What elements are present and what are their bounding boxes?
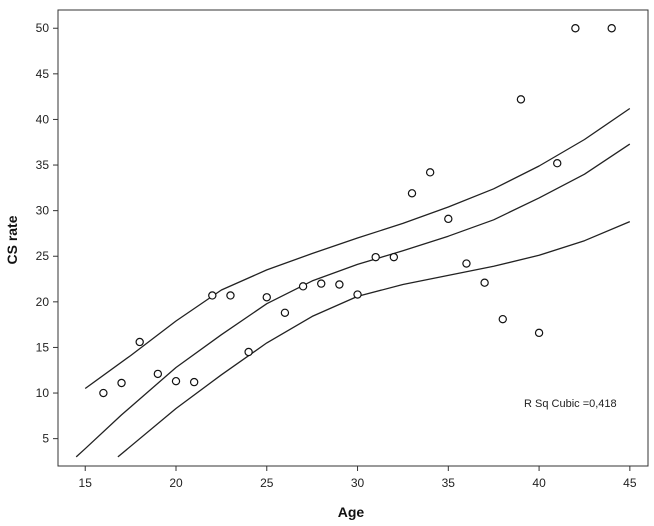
data-point xyxy=(171,376,181,386)
data-point xyxy=(135,337,144,347)
fit-curve xyxy=(84,107,631,390)
y-tick-label: 35 xyxy=(36,158,50,172)
y-tick-label: 10 xyxy=(36,386,50,400)
plot-area xyxy=(57,9,649,467)
data-point xyxy=(571,24,580,33)
y-axis: 5 10 15 20 25 30 35 40 45 50 xyxy=(36,21,58,446)
lower-bound-curve xyxy=(75,143,631,458)
data-point xyxy=(553,159,562,168)
y-tick-label: 40 xyxy=(36,112,50,126)
x-tick-label: 15 xyxy=(79,476,93,490)
data-point xyxy=(317,279,326,288)
data-point xyxy=(153,369,163,379)
data-point xyxy=(462,259,471,268)
data-point xyxy=(371,252,380,262)
y-tick-label: 5 xyxy=(42,432,49,446)
x-tick-label: 45 xyxy=(623,476,637,490)
data-point xyxy=(189,377,199,387)
x-tick-label: 25 xyxy=(260,476,274,490)
y-tick-label: 45 xyxy=(36,67,50,81)
data-point xyxy=(117,378,126,388)
data-point xyxy=(480,278,489,287)
upper-bound-curve xyxy=(117,221,631,458)
data-point xyxy=(262,293,271,302)
x-tick-label: 30 xyxy=(351,476,365,490)
y-tick-label: 20 xyxy=(36,295,50,309)
y-axis-title: CS rate xyxy=(4,215,20,264)
x-tick-label: 20 xyxy=(169,476,183,490)
data-point xyxy=(498,314,507,324)
data-point xyxy=(99,388,108,398)
r-squared-annotation: R Sq Cubic =0,418 xyxy=(524,398,617,410)
x-axis-title: Age xyxy=(338,504,365,520)
data-point xyxy=(226,291,235,300)
data-point xyxy=(444,214,453,224)
data-point xyxy=(516,95,526,104)
data-point xyxy=(407,189,417,198)
data-point xyxy=(335,280,344,289)
y-tick-label: 25 xyxy=(36,249,50,263)
data-point xyxy=(244,347,253,357)
data-point xyxy=(389,252,399,262)
y-tick-label: 30 xyxy=(36,204,50,218)
y-tick-label: 50 xyxy=(36,21,50,35)
data-point xyxy=(353,290,362,299)
data-point xyxy=(534,328,544,338)
x-tick-label: 40 xyxy=(532,476,546,490)
x-axis: 15 20 25 30 35 40 45 xyxy=(79,466,637,490)
x-tick-label: 35 xyxy=(442,476,456,490)
fit-curves xyxy=(75,107,631,458)
data-point xyxy=(607,24,616,33)
y-tick-label: 15 xyxy=(36,340,50,354)
data-point xyxy=(208,291,217,300)
data-point xyxy=(280,308,290,317)
data-points xyxy=(99,24,616,398)
data-point xyxy=(425,168,435,177)
data-point xyxy=(298,282,308,291)
